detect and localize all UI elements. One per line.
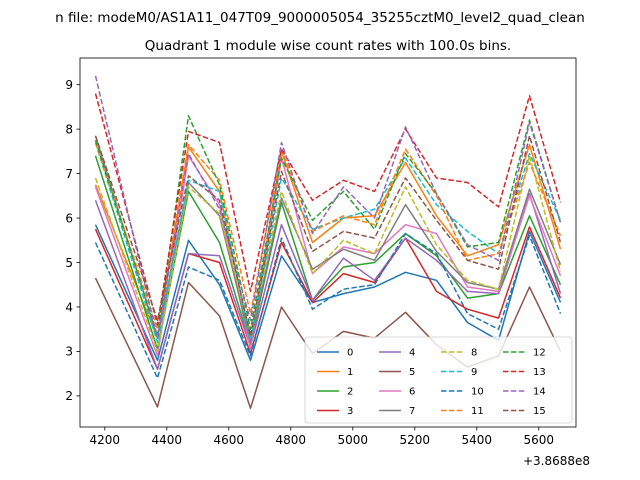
legend-label-10: 10 (471, 387, 484, 398)
series-line-8 (94, 155, 562, 353)
legend-label-8: 8 (471, 348, 477, 359)
legend-label-15: 15 (533, 406, 546, 417)
series-line-10 (94, 232, 562, 379)
figure-suptitle: n file: modeM0/AS1A11_047T09_9000005054_… (55, 10, 585, 26)
series-line-12 (94, 115, 562, 337)
x-tick-label: 4600 (214, 433, 245, 447)
series-line-0 (94, 224, 562, 362)
x-tick-label: 5400 (462, 433, 493, 447)
legend-label-13: 13 (533, 367, 546, 378)
series-line-14 (94, 75, 562, 339)
series-line-15 (94, 135, 562, 337)
x-tick-label: 4200 (90, 433, 121, 447)
series-line-9 (94, 142, 562, 344)
legend-label-0: 0 (347, 348, 353, 359)
x-tick-label: 5600 (524, 433, 555, 447)
series-line-3 (94, 226, 562, 370)
chart-title: Quadrant 1 module wise count rates with … (145, 38, 511, 54)
legend-label-5: 5 (409, 367, 415, 378)
plot-area (79, 57, 577, 428)
legend-label-9: 9 (471, 367, 477, 378)
legend-label-14: 14 (533, 387, 546, 398)
x-offset-label: +3.8688e8 (523, 454, 590, 468)
y-tick-label: 9 (65, 78, 73, 92)
y-tick-label: 8 (65, 122, 73, 136)
legend-label-6: 6 (409, 387, 415, 398)
legend-label-1: 1 (347, 367, 353, 378)
x-tick-label: 4800 (276, 433, 307, 447)
plot-frame (79, 57, 577, 428)
y-tick-label: 6 (65, 211, 73, 225)
legend-label-7: 7 (409, 406, 415, 417)
legend-label-2: 2 (347, 387, 353, 398)
y-tick-label: 5 (65, 256, 73, 270)
series-line-13 (94, 93, 562, 326)
y-tick-label: 2 (65, 389, 73, 403)
x-axis: 4200 4400 4600 4800 5000 5200 5400 5600 (90, 427, 555, 447)
y-axis: 2 3 4 5 6 7 8 9 (65, 78, 80, 403)
series-line-4 (94, 192, 562, 370)
legend-label-4: 4 (409, 348, 415, 359)
y-tick-label: 4 (65, 300, 73, 314)
y-tick-label: 3 (65, 345, 73, 359)
legend-frame (304, 336, 573, 424)
legend-label-12: 12 (533, 348, 546, 359)
legend-label-11: 11 (471, 406, 484, 417)
series-line-11 (94, 142, 562, 330)
y-tick-label: 7 (65, 167, 73, 181)
x-tick-label: 5000 (338, 433, 369, 447)
x-tick-label: 4400 (152, 433, 183, 447)
series-line-2 (94, 155, 562, 350)
legend-label-3: 3 (347, 406, 353, 417)
x-tick-label: 5200 (400, 433, 431, 447)
